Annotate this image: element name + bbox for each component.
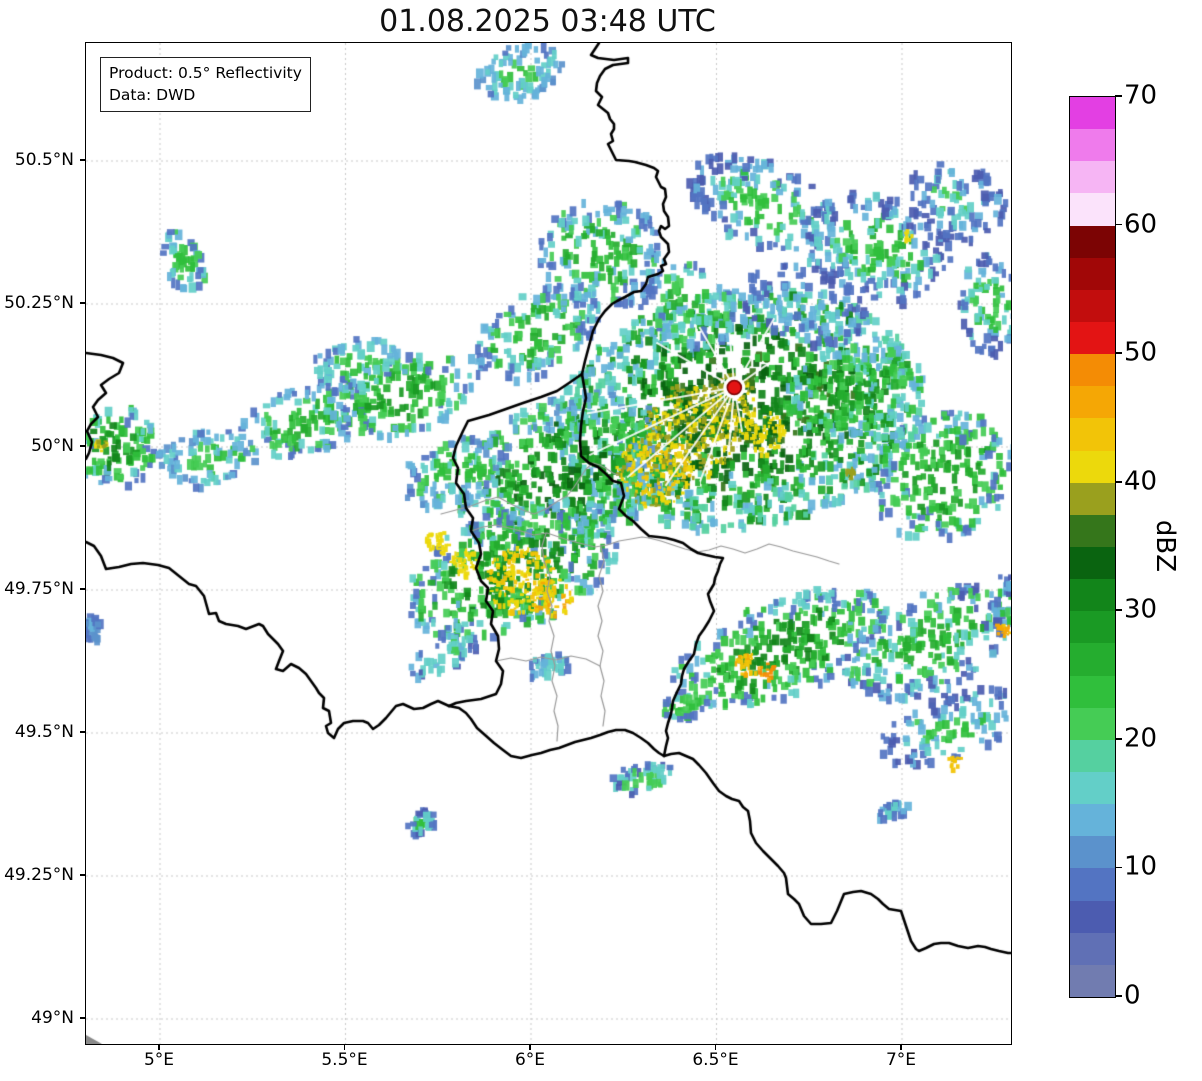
colorbar-band [1070, 514, 1115, 547]
lon-tickmark [158, 1045, 160, 1050]
colorbar-band [1070, 804, 1115, 837]
lat-tick-label: 49.5°N [14, 722, 74, 742]
colorbar-tickmark [1115, 866, 1122, 869]
colorbar-tick-label: 0 [1124, 980, 1141, 1011]
colorbar-band [1070, 161, 1115, 194]
map-plot-area: Product: 0.5° Reflectivity Data: DWD [85, 42, 1012, 1045]
lon-tickmark [343, 1045, 346, 1050]
colorbar-tick-label: 20 [1124, 723, 1158, 754]
lat-tickmark [80, 588, 85, 590]
figure-title: 01.08.2025 03:48 UTC [379, 4, 716, 39]
colorbar-band [1070, 836, 1115, 869]
colorbar-tickmark [1115, 480, 1122, 483]
lon-tick-label: 6.5°E [692, 1050, 739, 1070]
lon-tick-label: 7°E [885, 1050, 917, 1070]
colorbar-tickmark [1115, 95, 1122, 97]
product-annotation-box: Product: 0.5° Reflectivity Data: DWD [100, 57, 311, 112]
colorbar-band [1070, 964, 1115, 997]
colorbar-tick-label: 30 [1124, 594, 1158, 625]
colorbar-tick-label: 10 [1124, 851, 1158, 882]
lat-tickmark [80, 445, 85, 447]
reflectivity-colorbar [1069, 96, 1116, 998]
lat-tick-label: 49°N [31, 1008, 74, 1028]
colorbar-band [1070, 257, 1115, 290]
colorbar-band [1070, 97, 1115, 130]
colorbar-tick-label: 70 [1124, 80, 1158, 111]
colorbar-band [1070, 193, 1115, 226]
colorbar-band [1070, 868, 1115, 901]
colorbar-unit-label: dBZ [1150, 519, 1180, 573]
colorbar-band [1070, 932, 1115, 965]
colorbar-band [1070, 579, 1115, 612]
radar-map-canvas [86, 43, 1011, 1044]
colorbar-band [1070, 450, 1115, 483]
lat-tick-label: 50.5°N [14, 150, 74, 170]
lat-tickmark [80, 1017, 85, 1019]
colorbar-tick-label: 50 [1124, 337, 1158, 368]
lon-tick-label: 6°E [514, 1050, 546, 1070]
colorbar-tick-label: 40 [1124, 466, 1158, 497]
lat-tick-label: 49.75°N [4, 579, 74, 599]
lat-tick-label: 50°N [31, 436, 74, 456]
lon-tickmark [900, 1045, 902, 1050]
lat-tickmark [80, 302, 85, 304]
lon-tick-label: 5.5°E [321, 1050, 368, 1070]
colorbar-band [1070, 675, 1115, 708]
lat-tick-label: 50.25°N [4, 293, 74, 313]
colorbar-tickmark [1115, 995, 1122, 997]
colorbar-tickmark [1115, 738, 1122, 740]
colorbar-band [1070, 739, 1115, 772]
lat-tick-label: 49.25°N [4, 865, 74, 885]
lon-tick-label: 5°E [143, 1050, 175, 1070]
colorbar-band [1070, 900, 1115, 933]
lat-tickmark [80, 159, 85, 161]
colorbar-band [1070, 771, 1115, 805]
lat-tickmark [80, 874, 85, 876]
colorbar-band [1070, 225, 1115, 258]
colorbar-band [1070, 611, 1115, 644]
lon-tickmark [714, 1045, 717, 1050]
colorbar-band [1070, 129, 1115, 162]
colorbar-band [1070, 482, 1115, 515]
colorbar-tickmark [1115, 609, 1122, 612]
colorbar-band [1070, 321, 1115, 355]
colorbar-band [1070, 289, 1115, 322]
colorbar-band [1070, 707, 1115, 740]
product-line: Product: 0.5° Reflectivity [109, 64, 302, 82]
colorbar-tickmark [1115, 223, 1122, 226]
colorbar-band [1070, 418, 1115, 451]
data-source-line: Data: DWD [109, 86, 196, 104]
lon-tickmark [529, 1045, 531, 1050]
colorbar-band [1070, 643, 1115, 676]
colorbar-tick-label: 60 [1124, 208, 1158, 239]
lat-tickmark [80, 731, 85, 733]
colorbar-band [1070, 386, 1115, 419]
colorbar-band [1070, 354, 1115, 387]
colorbar-tickmark [1115, 352, 1122, 354]
colorbar-band [1070, 546, 1115, 580]
